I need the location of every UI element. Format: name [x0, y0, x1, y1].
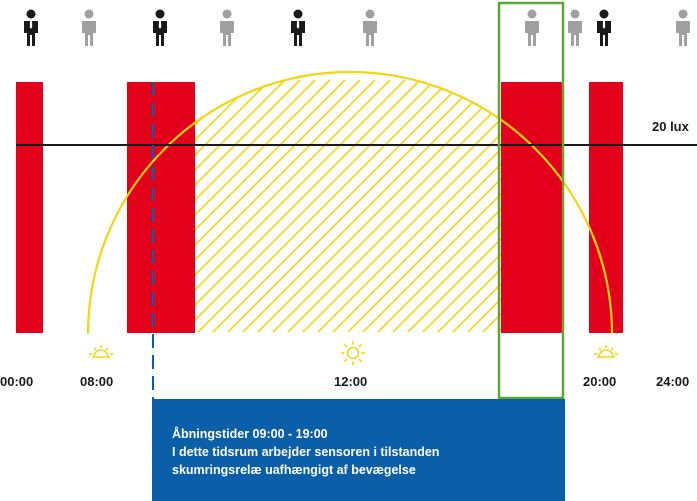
- light-block-4: [589, 82, 623, 333]
- sunset-icon: [594, 345, 618, 358]
- person-icon: [676, 9, 690, 46]
- light-block-3: [501, 82, 562, 333]
- sunrise-icon: [89, 345, 113, 358]
- person-icon: [153, 9, 167, 46]
- light-block-1: [16, 82, 43, 333]
- info-line-sensor-mode: I dette tidsrum arbejder sensoren i tils…: [172, 445, 440, 459]
- person-icon: [363, 9, 377, 46]
- lux-label: 20 lux: [652, 119, 690, 134]
- person-icon: [291, 9, 305, 46]
- info-line-opening-hours: Åbningstider 09:00 - 19:00: [172, 427, 328, 441]
- daylight-hatch-area: [195, 79, 501, 332]
- person-icon: [82, 9, 96, 46]
- info-line-dusk-relay: skumringsrelæ uafhængigt af bevægelse: [172, 463, 416, 477]
- people-row: [24, 9, 690, 46]
- light-block-2: [127, 82, 195, 333]
- person-icon: [597, 9, 611, 46]
- highlight-frame: [497, 1, 565, 400]
- daylight-curve: [86, 70, 614, 335]
- time-label-0800: 08:00: [80, 374, 113, 389]
- person-icon: [568, 9, 582, 46]
- sun-icon: [341, 341, 365, 365]
- person-icon: [525, 9, 539, 46]
- time-label-2000: 20:00: [583, 374, 616, 389]
- time-label-1200: 12:00: [334, 374, 367, 389]
- person-icon: [24, 9, 38, 46]
- person-icon: [220, 9, 234, 46]
- time-label-2400: 24:00: [656, 374, 689, 389]
- opening-hours-info-box: Åbningstider 09:00 - 19:00 I dette tidsr…: [152, 399, 565, 501]
- time-label-0000: 00:00: [0, 374, 33, 389]
